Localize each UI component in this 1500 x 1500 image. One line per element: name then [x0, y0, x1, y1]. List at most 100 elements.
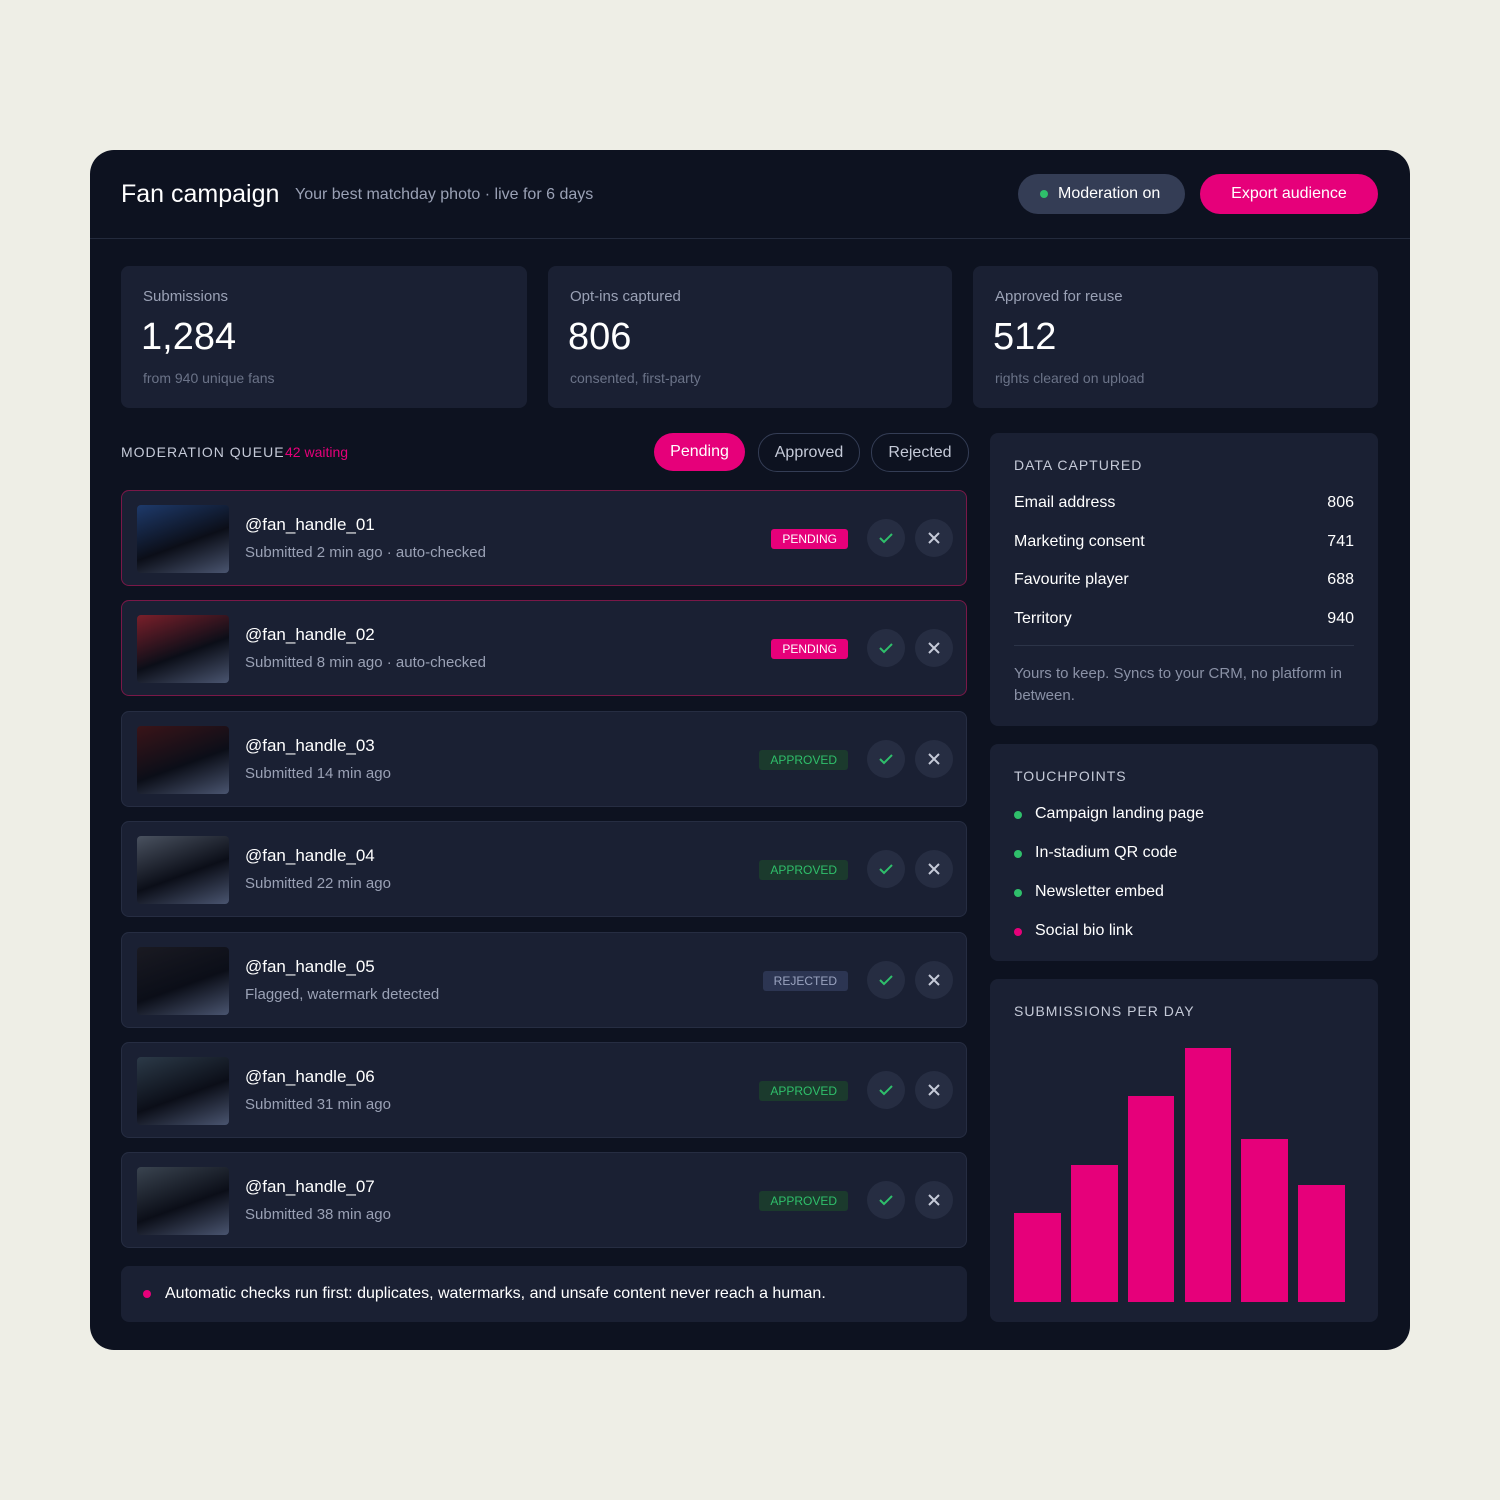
- handle: @fan_handle_02: [245, 625, 375, 645]
- thumbnail: [137, 1057, 229, 1125]
- meta: Submitted 2 min ago · auto-checked: [245, 544, 486, 561]
- touchpoints-card: TOUCHPOINTS Campaign landing page In-stadi…: [990, 744, 1378, 961]
- approve-button[interactable]: [867, 739, 905, 778]
- touchpoint-dot: [1014, 811, 1022, 819]
- row-value: 940: [1327, 609, 1354, 627]
- bar: [1241, 1139, 1289, 1302]
- handle: @fan_handle_07: [245, 1177, 375, 1197]
- queue-item: @fan_handle_02 Submitted 8 min ago · auto…: [121, 600, 967, 697]
- thumbnail: [137, 615, 229, 684]
- thumbnail: [137, 836, 229, 905]
- note-text: Automatic checks run first: duplicates, …: [165, 1285, 826, 1302]
- approve-button[interactable]: [867, 1071, 905, 1109]
- status-text: Moderation on: [1058, 185, 1161, 202]
- divider: [1014, 645, 1354, 646]
- title: Fan campaign: [121, 180, 280, 208]
- bar: [1298, 1185, 1345, 1302]
- thumbnail: [137, 1167, 229, 1236]
- queue-note: Automatic checks run first: duplicates, …: [121, 1266, 967, 1322]
- reject-button[interactable]: [915, 1181, 953, 1220]
- stat-note: rights cleared on upload: [995, 370, 1145, 386]
- x-icon: [928, 753, 940, 765]
- stat-value: 512: [993, 316, 1057, 358]
- status-dot: [1040, 190, 1048, 198]
- stat-value: 806: [568, 316, 632, 358]
- approve-button[interactable]: [867, 850, 905, 889]
- handle: @fan_handle_03: [245, 735, 375, 755]
- x-icon: [928, 863, 940, 875]
- status-pill[interactable]: Moderation on: [1018, 174, 1185, 214]
- reject-button[interactable]: [915, 850, 953, 889]
- row-label: Favourite player: [1014, 571, 1129, 588]
- reject-button[interactable]: [915, 960, 953, 999]
- status-badge: APPROVED: [759, 1191, 848, 1212]
- subtitle: Your best matchday photo · live for 6 da…: [295, 186, 594, 203]
- queue-count: 42 waiting: [285, 444, 349, 460]
- reject-button[interactable]: [915, 1071, 953, 1109]
- row-label: Territory: [1014, 609, 1072, 627]
- divider: [90, 238, 1410, 239]
- queue-item: @fan_handle_07 Submitted 38 min ago APPROV…: [121, 1152, 967, 1249]
- check-icon: [879, 754, 893, 765]
- x-icon: [928, 1194, 940, 1207]
- check-icon: [879, 864, 893, 875]
- stat-card: Submissions 1,284 from 940 unique fans: [121, 266, 527, 408]
- touchpoint-dot: [1014, 928, 1022, 936]
- row-value: 741: [1327, 532, 1354, 550]
- stat-label: Submissions: [143, 288, 229, 305]
- check-icon: [879, 533, 893, 544]
- meta: Flagged, watermark detected: [245, 985, 440, 1003]
- card-title: DATA CAPTURED: [1014, 457, 1143, 473]
- stat-value: 1,284: [141, 316, 237, 358]
- status-badge: PENDING: [771, 529, 848, 549]
- bar: [1014, 1213, 1061, 1302]
- stat-card: Opt-ins captured 806 consented, first-part…: [548, 266, 952, 408]
- queue-item: @fan_handle_04 Submitted 22 min ago APPROV…: [121, 821, 967, 918]
- tab[interactable]: Rejected: [871, 433, 969, 472]
- row-label: Email address: [1014, 494, 1116, 511]
- export-button[interactable]: Export audience: [1200, 174, 1378, 214]
- queue-item: @fan_handle_01 Submitted 2 min ago · auto…: [121, 490, 967, 586]
- check-icon: [879, 1195, 893, 1206]
- approve-button[interactable]: [867, 629, 905, 668]
- touchpoint: Newsletter embed: [1035, 883, 1164, 900]
- reject-button[interactable]: [915, 739, 953, 778]
- row-label: Marketing consent: [1014, 532, 1145, 550]
- approve-button[interactable]: [867, 519, 905, 557]
- check-icon: [879, 1085, 893, 1096]
- handle: @fan_handle_05: [245, 956, 375, 976]
- handle: @fan_handle_04: [245, 846, 375, 866]
- row-value: 688: [1327, 571, 1354, 588]
- touchpoint: In-stadium QR code: [1035, 844, 1178, 861]
- tab[interactable]: Pending: [654, 433, 745, 471]
- queue-item: @fan_handle_05 Flagged, watermark detecte…: [121, 931, 967, 1028]
- thumbnail: [137, 725, 229, 794]
- status-badge: REJECTED: [762, 970, 848, 991]
- check-icon: [879, 643, 893, 654]
- reject-button[interactable]: [915, 519, 953, 557]
- chart-title: SUBMISSIONS PER DAY: [1014, 1003, 1195, 1019]
- x-icon: [928, 532, 940, 544]
- stat-label: Opt-ins captured: [570, 288, 681, 305]
- card-title: TOUCHPOINTS: [1014, 768, 1127, 784]
- handle: @fan_handle_01: [245, 515, 375, 534]
- queue-item: @fan_handle_06 Submitted 31 min ago APPROV…: [121, 1042, 967, 1138]
- thumbnail: [137, 505, 229, 573]
- row-value: 806: [1327, 494, 1354, 511]
- approve-button[interactable]: [867, 960, 905, 999]
- touchpoint: Social bio link: [1035, 922, 1133, 939]
- check-icon: [879, 974, 893, 986]
- meta: Submitted 38 min ago: [245, 1206, 391, 1224]
- bar: [1127, 1096, 1175, 1302]
- tab[interactable]: Approved: [758, 433, 860, 472]
- data-note: Yours to keep. Syncs to your CRM, no pla…: [1014, 665, 1342, 704]
- reject-button[interactable]: [915, 629, 953, 668]
- touchpoint: Campaign landing page: [1035, 805, 1205, 822]
- meta: Submitted 22 min ago: [245, 875, 391, 893]
- data-card: DATA CAPTURED Email address 806 Marketing c…: [990, 433, 1378, 726]
- status-badge: APPROVED: [759, 860, 848, 881]
- bar: [1070, 1164, 1118, 1302]
- touchpoint-dot: [1014, 889, 1022, 897]
- stat-card: Approved for reuse 512 rights cleared on u…: [973, 266, 1378, 408]
- approve-button[interactable]: [867, 1181, 905, 1220]
